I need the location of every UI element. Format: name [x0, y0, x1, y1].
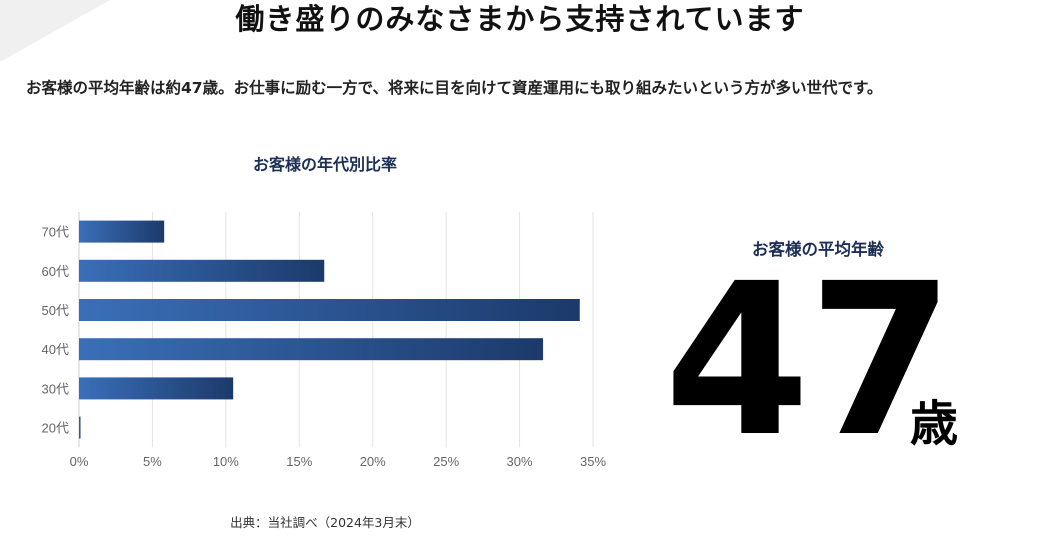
bar-40代 — [79, 338, 544, 361]
bar-20代 — [79, 416, 81, 439]
corner-decoration — [0, 0, 110, 62]
lead-paragraph: お客様の平均年齢は約47歳。お仕事に励む一方で、将来に目を向けて資産運用にも取り… — [26, 79, 883, 97]
category-label: 60代 — [42, 264, 69, 279]
grid-lines — [78, 212, 594, 448]
category-label: 40代 — [42, 342, 69, 357]
x-tick-label: 30% — [507, 454, 533, 469]
average-age-unit: 歳 — [910, 396, 959, 452]
category-label: 70代 — [42, 225, 69, 240]
source-note: 出典：当社調べ（2024年3月末） — [230, 515, 420, 530]
average-age-value: 47 — [664, 238, 954, 483]
bar-50代 — [79, 299, 580, 321]
x-tick-label: 35% — [580, 454, 606, 469]
chart-title: お客様の年代別比率 — [252, 155, 397, 174]
category-labels: 70代 60代 50代 40代 30代 20代 — [42, 225, 69, 436]
bar-70代 — [79, 220, 165, 243]
category-label: 50代 — [42, 303, 69, 318]
category-label: 20代 — [42, 421, 69, 436]
average-age-label: お客様の平均年齢 — [752, 240, 884, 259]
bar-series — [79, 220, 580, 439]
x-tick-label: 5% — [143, 454, 162, 469]
tick-labels: 0% 5% 10% 15% 20% 25% 30% 35% — [70, 454, 607, 469]
x-tick-label: 15% — [286, 454, 312, 469]
x-tick-label: 0% — [70, 454, 89, 469]
x-tick-label: 25% — [433, 454, 459, 469]
category-label: 30代 — [42, 381, 69, 396]
page-headline: 働き盛りのみなさまから支持されています — [235, 2, 805, 36]
bar-30代 — [79, 377, 234, 400]
x-tick-label: 10% — [213, 454, 239, 469]
bar-60代 — [79, 259, 325, 282]
age-distribution-chart: 70代 60代 50代 40代 30代 20代 0% 5% 10% 15% 20% 25% 30% 35… — [42, 212, 607, 469]
x-tick-label: 20% — [360, 454, 386, 469]
